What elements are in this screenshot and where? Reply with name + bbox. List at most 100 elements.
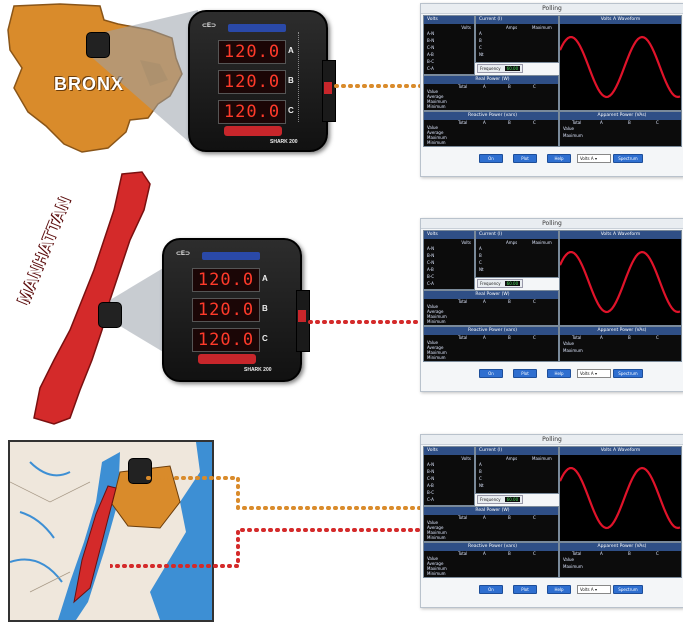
plot-button[interactable]: Plot: [513, 369, 537, 378]
frequency-readout: Frequency 60.00: [477, 495, 524, 504]
real-power-block: Real Power (W) Total A B C Value Average Maxi…: [423, 290, 559, 326]
power-row-label: Maximum: [427, 135, 447, 140]
current-col-header: Maximum: [532, 240, 552, 245]
power-row-label: Maximum: [427, 350, 447, 355]
current-row-label: Nt: [479, 267, 484, 272]
on-button[interactable]: On: [479, 585, 503, 594]
channel-select[interactable]: Volts A ▾: [577, 154, 611, 163]
apparent-row-label: Value: [563, 557, 574, 562]
current-block: Current (I) Amps Maximum A B C Nt: [475, 230, 559, 278]
channel-select[interactable]: Volts A ▾: [577, 585, 611, 594]
reactive-power-block: Reactive Power (vars) Total A B C Value Aver…: [423, 326, 559, 362]
volts-row-label: A-B: [427, 52, 434, 57]
power-col-header: B: [508, 335, 511, 340]
volts-row-label: A-B: [427, 267, 434, 272]
combined-connection-lines: [110, 476, 424, 568]
apparent-power-block: Apparent Power (VAs) Total A B C Value Maxim…: [559, 326, 682, 362]
apparent-col-header: A: [600, 335, 603, 340]
power-col-header: A: [483, 120, 486, 125]
current-row-label: B: [479, 38, 482, 43]
reactive-power-block: Reactive Power (vars) Total A B C Value Aver…: [423, 542, 559, 578]
sine-wave: [560, 250, 681, 314]
volts-row-label: A-N: [427, 31, 435, 36]
on-button[interactable]: On: [479, 154, 503, 163]
channel-select[interactable]: Volts A ▾: [577, 369, 611, 378]
power-row-label: Minimum: [427, 140, 446, 145]
waveform-block: Volts A Waveform: [559, 446, 682, 542]
panel-title: Polling: [421, 4, 683, 14]
volts-row-label: B-C: [427, 490, 434, 495]
apparent-row-label: Value: [563, 341, 574, 346]
help-button[interactable]: Help: [547, 585, 571, 594]
help-button[interactable]: Help: [547, 369, 571, 378]
polling-panel-3: Polling Volts Volts A-N B-N C-N A-B B-C C-A Cu…: [420, 434, 683, 608]
bronx-label: BRONX: [54, 74, 125, 94]
waveform-plot: [560, 250, 681, 314]
real-power-block: Real Power (W) Total A B C Value Average Maxi…: [423, 75, 559, 111]
frequency-readout: Frequency 60.00: [477, 64, 524, 73]
current-row-label: A: [479, 462, 482, 467]
current-col-header: Maximum: [532, 456, 552, 461]
power-row-label: Maximum: [427, 314, 447, 319]
power-row-label: Minimum: [427, 355, 446, 360]
power-row-label: Average: [427, 345, 444, 350]
power-col-header: B: [508, 299, 511, 304]
meter-buttons: [224, 126, 282, 136]
meter-reading-a: 120.0: [218, 40, 286, 64]
chevron-down-icon: ▾: [594, 156, 597, 161]
meter-device-2: ⊂E⊃ 120.0 120.0 120.0 A B C SHARK 200: [162, 238, 302, 382]
volts-row-label: B-N: [427, 253, 435, 258]
apparent-power-block: Apparent Power (VAs) Total A B C Value Maxim…: [559, 542, 682, 578]
apparent-col-header: A: [600, 551, 603, 556]
plot-button[interactable]: Plot: [513, 154, 537, 163]
waveform-block: Volts A Waveform: [559, 230, 682, 326]
power-col-header: B: [508, 515, 511, 520]
power-col-header: C: [533, 299, 536, 304]
volts-col-header: Volts: [461, 240, 471, 245]
volts-block: Volts Volts A-N B-N C-N A-B B-C C-A: [423, 15, 475, 75]
power-col-header: C: [533, 551, 536, 556]
panel-title: Polling: [421, 219, 683, 229]
power-row-label: Minimum: [427, 535, 446, 540]
spectrum-button[interactable]: Spectrum: [613, 585, 643, 594]
apparent-row-label: Value: [563, 126, 574, 131]
power-col-header: Total: [458, 551, 468, 556]
combined-map: [8, 440, 214, 622]
volts-col-header: Volts: [461, 456, 471, 461]
volts-row-label: C-A: [427, 281, 434, 286]
sine-wave: [560, 466, 681, 530]
volts-row-label: A-N: [427, 246, 435, 251]
spectrum-button[interactable]: Spectrum: [613, 369, 643, 378]
volts-block: Volts Volts A-N B-N C-N A-B B-C C-A: [423, 230, 475, 290]
current-col-header: Amps: [506, 240, 518, 245]
power-row-label: Maximum: [427, 566, 447, 571]
plot-button[interactable]: Plot: [513, 585, 537, 594]
chevron-down-icon: ▾: [594, 587, 597, 592]
power-row-label: Minimum: [427, 319, 446, 324]
volts-row-label: C-N: [427, 45, 435, 50]
panel-title: Polling: [421, 435, 683, 445]
polling-panel-1: Polling Volts Volts A-N B-N C-N A-B B-C C-A Cu…: [420, 3, 683, 177]
current-row-label: C: [479, 476, 482, 481]
help-button[interactable]: Help: [547, 154, 571, 163]
power-row-label: Average: [427, 525, 444, 530]
current-col-header: Amps: [506, 456, 518, 461]
meter-reading-b: 120.0: [192, 298, 260, 322]
current-block: Current (I) Amps Maximum A B C Nt: [475, 15, 559, 63]
bronx-connection-line: [334, 84, 424, 88]
power-row-label: Value: [427, 556, 438, 561]
volts-row-label: C-A: [427, 497, 434, 502]
power-row-label: Value: [427, 125, 438, 130]
spectrum-button[interactable]: Spectrum: [613, 154, 643, 163]
apparent-col-header: Total: [572, 120, 582, 125]
current-row-label: B: [479, 469, 482, 474]
current-row-label: C: [479, 45, 482, 50]
meter-reading-c: 120.0: [218, 100, 286, 124]
power-col-header: A: [483, 515, 486, 520]
volts-row-label: A-N: [427, 462, 435, 467]
current-row-label: Nt: [479, 483, 484, 488]
on-button[interactable]: On: [479, 369, 503, 378]
apparent-col-header: B: [628, 120, 631, 125]
power-row-label: Value: [427, 89, 438, 94]
volts-row-label: B-N: [427, 469, 435, 474]
